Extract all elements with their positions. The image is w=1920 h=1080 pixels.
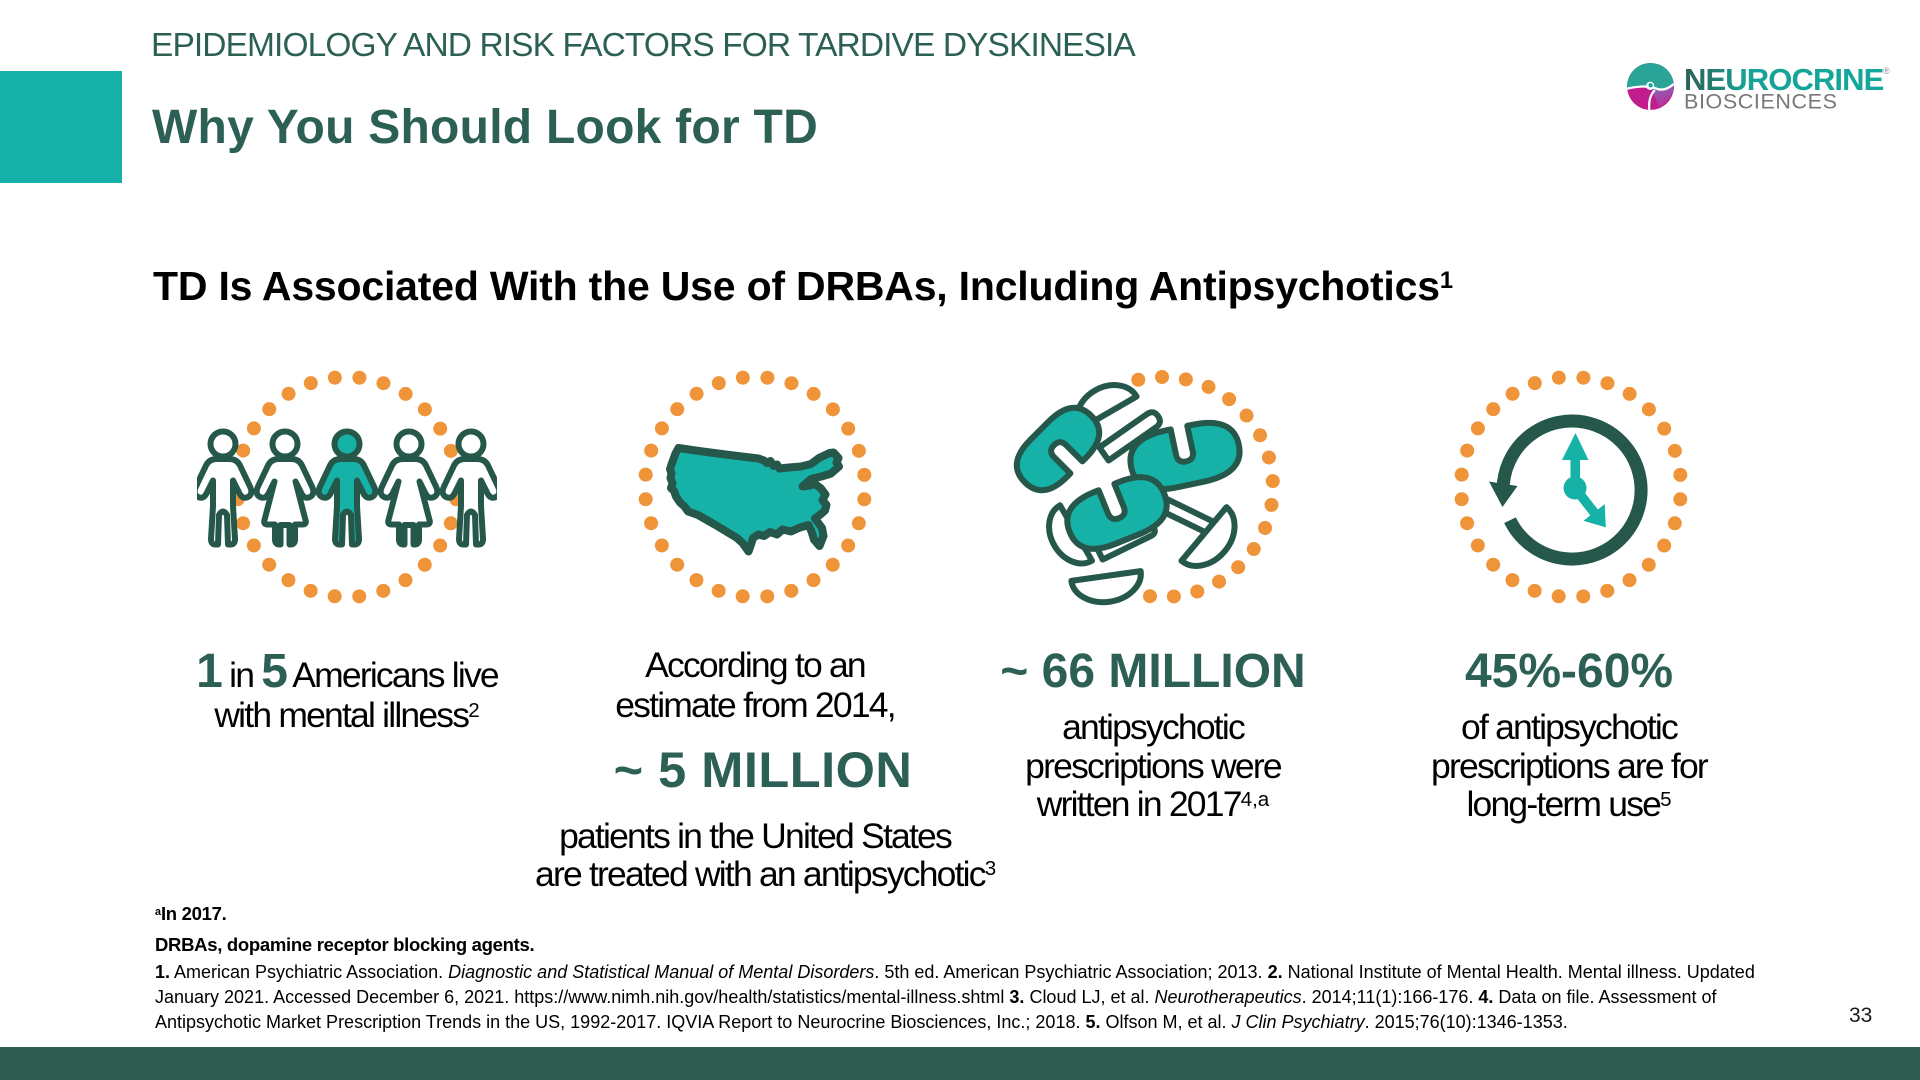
svg-text:NEUROCRINE: NEUROCRINE bbox=[1684, 62, 1884, 97]
svg-text:BIOSCIENCES: BIOSCIENCES bbox=[1684, 90, 1838, 114]
svg-text:®: ® bbox=[1883, 66, 1890, 76]
